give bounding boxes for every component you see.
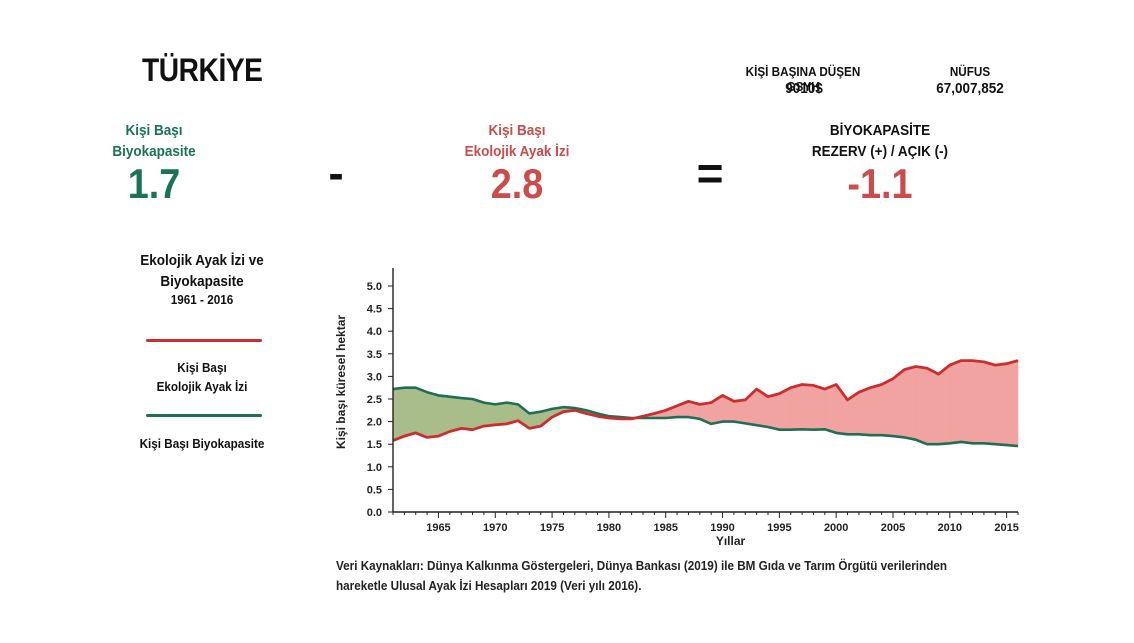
reserve-value: -1.1 [847, 160, 913, 207]
y-tick-label: 5.0 [367, 281, 382, 293]
chart-axes [388, 268, 1019, 518]
gdp-label: KİŞİ BAŞINA DÜŞEN GSYH [745, 64, 861, 94]
deficit-area-segment [1006, 360, 1019, 447]
x-tick-label: 2000 [824, 522, 848, 534]
reserve-block: BİYOKAPASİTE REZERV (+) / AÇIK (-) -1.1 [780, 120, 980, 206]
reserve-label-line1: BİYOKAPASİTE [829, 122, 931, 139]
deficit-area-segment [994, 363, 1007, 446]
x-tick-label: 1995 [767, 522, 791, 534]
source-line2: hareketle Ulusal Ayak İzi Hesapları 2019… [336, 578, 642, 593]
reserve-area-segment [472, 398, 485, 431]
footprint-legend-line1: Kişi Başı [177, 360, 227, 375]
biocapacity-legend-label: Kişi Başı Biyokapasite [139, 436, 265, 451]
reserve-area-segment [483, 402, 496, 427]
biocapacity-label-line1: Kişi Başı [125, 122, 183, 139]
x-tick-label: 2005 [881, 522, 905, 534]
y-tick-label: 3.5 [367, 349, 382, 361]
deficit-area-segment [892, 368, 905, 438]
x-tick-label: 2015 [994, 522, 1018, 534]
deficit-area-segment [938, 364, 951, 445]
reserve-area-segment [415, 387, 428, 438]
equals-operator: = [696, 147, 724, 199]
footprint-line [392, 359, 1019, 442]
footprint-label-line1: Kişi Başı [488, 122, 546, 139]
y-tick-label: 0.5 [367, 484, 382, 496]
footprint-legend-line [146, 339, 262, 342]
x-tick-label: 1975 [540, 522, 564, 534]
y-tick-label: 3.0 [367, 371, 382, 383]
x-axis-title: Yıllar [716, 534, 746, 548]
legend-title-line1: Ekolojik Ayak İzi ve [140, 252, 264, 269]
deficit-area-segment [813, 385, 826, 431]
deficit-area-segment [801, 384, 814, 431]
population-value: 67,007,852 [936, 80, 1004, 97]
series-lines [392, 359, 1019, 448]
biocapacity-legend-line [146, 414, 262, 417]
y-axis-title: Kişi başı küresel hektar [334, 315, 348, 449]
reserve-area-segment [494, 402, 507, 426]
tick-labels: 0.0 0.5 1.0 1.5 2.0 2.5 3.0 3.5 4.0 4.5 5.0 1965 197… [334, 281, 1019, 548]
x-tick-label: 1980 [597, 522, 621, 534]
deficit-area-segment [926, 367, 939, 445]
deficit-area-segment [904, 366, 917, 441]
deficit-area-segment [767, 393, 780, 431]
x-tick-label: 1985 [653, 522, 677, 534]
deficit-area-segment [915, 366, 928, 445]
deficit-area-segment [824, 384, 837, 434]
reserve-area-segment [426, 391, 439, 438]
biocapacity-line [392, 386, 1019, 448]
legend-title: Ekolojik Ayak İzi ve Biyokapasite [126, 250, 277, 292]
country-title: TÜRKİYE [142, 52, 263, 88]
biocapacity-block: Kişi Başı Biyokapasite 1.7 [84, 120, 224, 206]
deficit-area-segment [869, 384, 882, 436]
reserve-label-line2: REZERV (+) / AÇIK (-) [811, 143, 949, 160]
x-tick-label: 1970 [483, 522, 507, 534]
y-tick-label: 1.5 [367, 439, 382, 451]
deficit-area-segment [790, 384, 803, 431]
deficit-area-segment [858, 387, 871, 436]
biocapacity-value: 1.7 [127, 160, 181, 207]
source-note: Veri Kaynakları: Dünya Kalkınma Gösterge… [336, 556, 966, 596]
legend-years: 1961 - 2016 [170, 292, 234, 307]
reserve-area-segment [438, 395, 451, 437]
y-tick-label: 2.0 [367, 417, 382, 429]
reserve-area-segment [392, 387, 405, 442]
y-tick-label: 0.0 [367, 507, 382, 519]
footprint-block: Kişi Başı Ekolojik Ayak İzi 2.8 [432, 120, 602, 206]
x-tick-label: 1990 [710, 522, 734, 534]
deficit-area-segment [960, 360, 973, 444]
footprint-legend-line2: Ekolojik Ayak İzi [156, 379, 248, 394]
y-tick-label: 1.0 [367, 462, 382, 474]
y-tick-label: 2.5 [367, 394, 382, 406]
y-tick-label: 4.5 [367, 304, 382, 316]
reserve-area-segment [404, 387, 417, 437]
deficit-area-segment [972, 360, 985, 444]
source-line1: Veri Kaynakları: Dünya Kalkınma Gösterge… [336, 558, 948, 573]
legend-title-line2: Biyokapasite [160, 273, 244, 290]
y-tick-label: 4.0 [367, 326, 382, 338]
footprint-label-line2: Ekolojik Ayak İzi [464, 143, 570, 160]
biocapacity-label-line2: Biyokapasite [112, 143, 196, 160]
deficit-area-segment [949, 360, 962, 444]
gdp-value: 9010$ [785, 80, 823, 97]
deficit-area-segment [733, 399, 746, 424]
x-tick-label: 1965 [426, 522, 450, 534]
deficit-area-segment [881, 378, 894, 437]
footprint-value: 2.8 [490, 160, 544, 207]
footprint-legend-label: Kişi Başı Ekolojik Ayak İzi [126, 358, 277, 396]
reserve-area-segment [460, 397, 473, 431]
deficit-area-segment [983, 361, 996, 445]
reserve-area-segment [449, 396, 462, 432]
population-label: NÜFUS [949, 64, 991, 79]
x-tick-label: 2010 [938, 522, 962, 534]
minus-operator: - [328, 147, 344, 199]
